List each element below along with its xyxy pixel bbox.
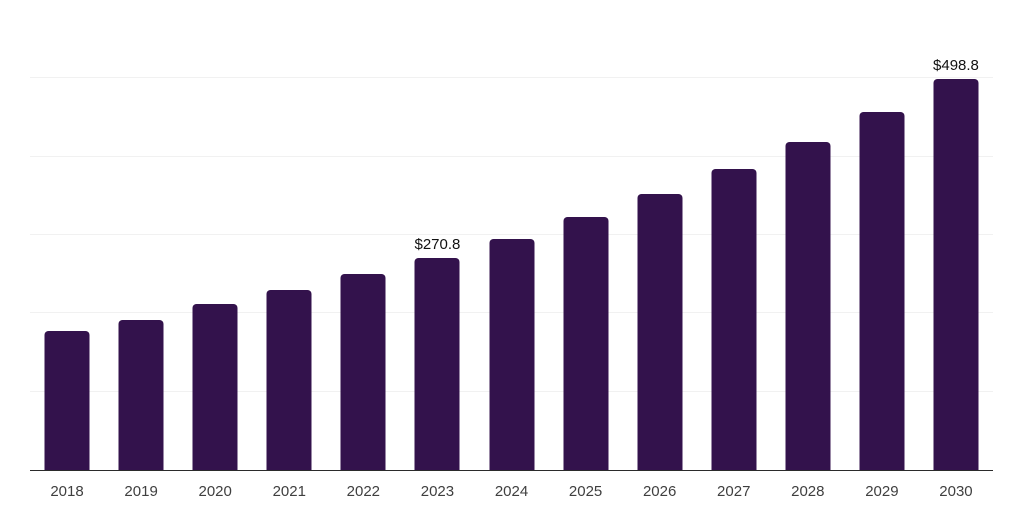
bar-slot-2020 [178, 0, 252, 470]
bar-slot-2022 [326, 0, 400, 470]
bar-slot-2018 [30, 0, 104, 470]
x-tick-2030: 2030 [939, 483, 973, 500]
bar-2024 [489, 238, 534, 470]
bar-2020 [192, 304, 238, 470]
gridline-300 [30, 234, 993, 235]
x-tick-2020: 2020 [198, 483, 232, 500]
x-tick-2029: 2029 [865, 483, 899, 500]
bar-slot-2023: $270.8 [400, 0, 474, 470]
bar-2029 [859, 111, 905, 470]
bar-slot-2025 [549, 0, 623, 470]
x-axis-line [30, 469, 993, 471]
data-label-2023: $270.8 [414, 235, 461, 253]
plot-area: $270.8 $498.8 [30, 0, 993, 471]
x-axis-labels: 2018 2019 2020 2021 2022 2023 2024 2025 2026 2027… [30, 483, 993, 501]
x-tick-2024: 2024 [494, 483, 529, 500]
bar-2027 [711, 169, 757, 470]
bar-2023 [414, 257, 460, 470]
x-tick-2021: 2021 [272, 483, 306, 500]
x-tick-2026: 2026 [642, 483, 677, 500]
bar-slot-2029 [845, 0, 919, 470]
bar-2025 [563, 217, 609, 470]
data-label-2030: $498.8 [933, 57, 979, 75]
bar-2030 [933, 79, 979, 470]
x-tick-2025: 2025 [568, 483, 603, 500]
bar-2022 [340, 274, 386, 470]
bar-2028 [785, 141, 831, 470]
bar-2019 [118, 319, 164, 470]
gridline-400 [30, 155, 993, 157]
bar-slot-2027 [697, 0, 771, 470]
x-tick-2022: 2022 [346, 483, 381, 500]
bar-series: $270.8 $498.8 [30, 0, 993, 470]
bar-2026 [637, 194, 683, 470]
x-tick-2018: 2018 [50, 483, 84, 500]
bar-2018 [44, 330, 90, 470]
gridline-500 [30, 77, 993, 79]
bar-slot-2024 [474, 0, 548, 470]
x-tick-2027: 2027 [717, 483, 751, 500]
bar-slot-2026 [623, 0, 697, 470]
bar-slot-2019 [104, 0, 178, 470]
bar-slot-2028 [771, 0, 845, 470]
x-tick-2028: 2028 [791, 483, 825, 500]
bar-2021 [266, 290, 312, 470]
x-tick-2023: 2023 [420, 483, 455, 500]
bar-slot-2021 [252, 0, 326, 470]
x-tick-2019: 2019 [124, 483, 158, 500]
bar-slot-2030: $498.8 [919, 0, 993, 470]
